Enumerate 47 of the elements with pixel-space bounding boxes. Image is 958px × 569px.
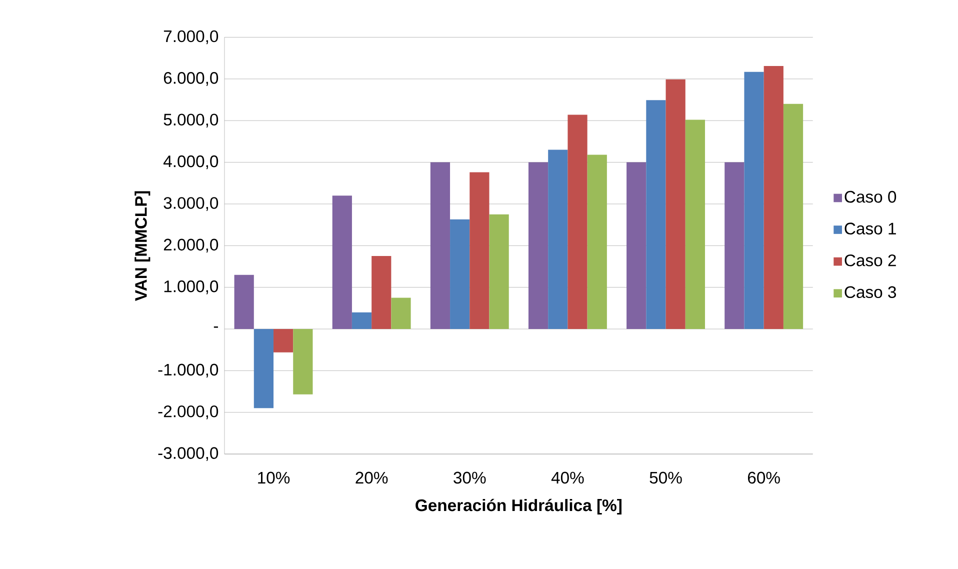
bar xyxy=(274,329,294,352)
y-tick-label: 1.000,0 xyxy=(164,280,218,294)
y-tick-label: 2.000,0 xyxy=(164,238,218,253)
bar xyxy=(372,256,392,330)
y-tick-label: 4.000,0 xyxy=(163,156,218,170)
y-tick-label: - xyxy=(214,326,218,328)
y-tick-label: -3.000,0 xyxy=(158,447,218,462)
x-tick-label: 10% xyxy=(258,472,290,484)
x-tick-label: 40% xyxy=(551,472,584,484)
bar xyxy=(254,329,274,408)
bar xyxy=(646,100,666,330)
legend-label: Caso 3 xyxy=(844,286,896,298)
bar xyxy=(548,150,568,330)
bar xyxy=(293,329,313,395)
bar xyxy=(489,214,509,330)
bar xyxy=(430,162,450,330)
x-tick-label: 20% xyxy=(356,472,388,484)
bar xyxy=(391,298,411,330)
bar xyxy=(764,66,784,330)
bar xyxy=(470,172,490,330)
bar xyxy=(685,120,705,330)
bar xyxy=(568,114,588,330)
x-tick-label: 50% xyxy=(650,472,682,484)
bar xyxy=(450,219,470,330)
y-tick-label: 7.000,0 xyxy=(164,30,218,44)
legend-label: Caso 1 xyxy=(844,222,896,235)
bar xyxy=(332,196,352,330)
x-tick-label: 60% xyxy=(748,472,780,484)
y-tick-label: 3.000,0 xyxy=(164,197,218,211)
bar xyxy=(626,162,646,330)
y-tick-label: -1.000,0 xyxy=(158,364,218,378)
legend-label: Caso 0 xyxy=(844,191,896,203)
y-axis-title: VAN [MMCLP] xyxy=(134,191,150,302)
bar xyxy=(666,79,686,330)
bar xyxy=(783,104,804,330)
x-axis-title: Generación Hidráulica [%] xyxy=(416,498,622,515)
bar xyxy=(724,162,744,330)
y-tick-label: -2.000,0 xyxy=(158,406,218,420)
x-tick-label: 30% xyxy=(454,472,486,484)
bar xyxy=(528,162,548,330)
bar xyxy=(234,274,254,330)
bar xyxy=(744,72,764,330)
y-tick-label: 5.000,0 xyxy=(164,114,218,128)
legend-label: Caso 2 xyxy=(844,254,896,266)
bar xyxy=(587,154,607,330)
bar xyxy=(352,312,372,330)
y-tick-label: 6.000,0 xyxy=(164,72,218,86)
